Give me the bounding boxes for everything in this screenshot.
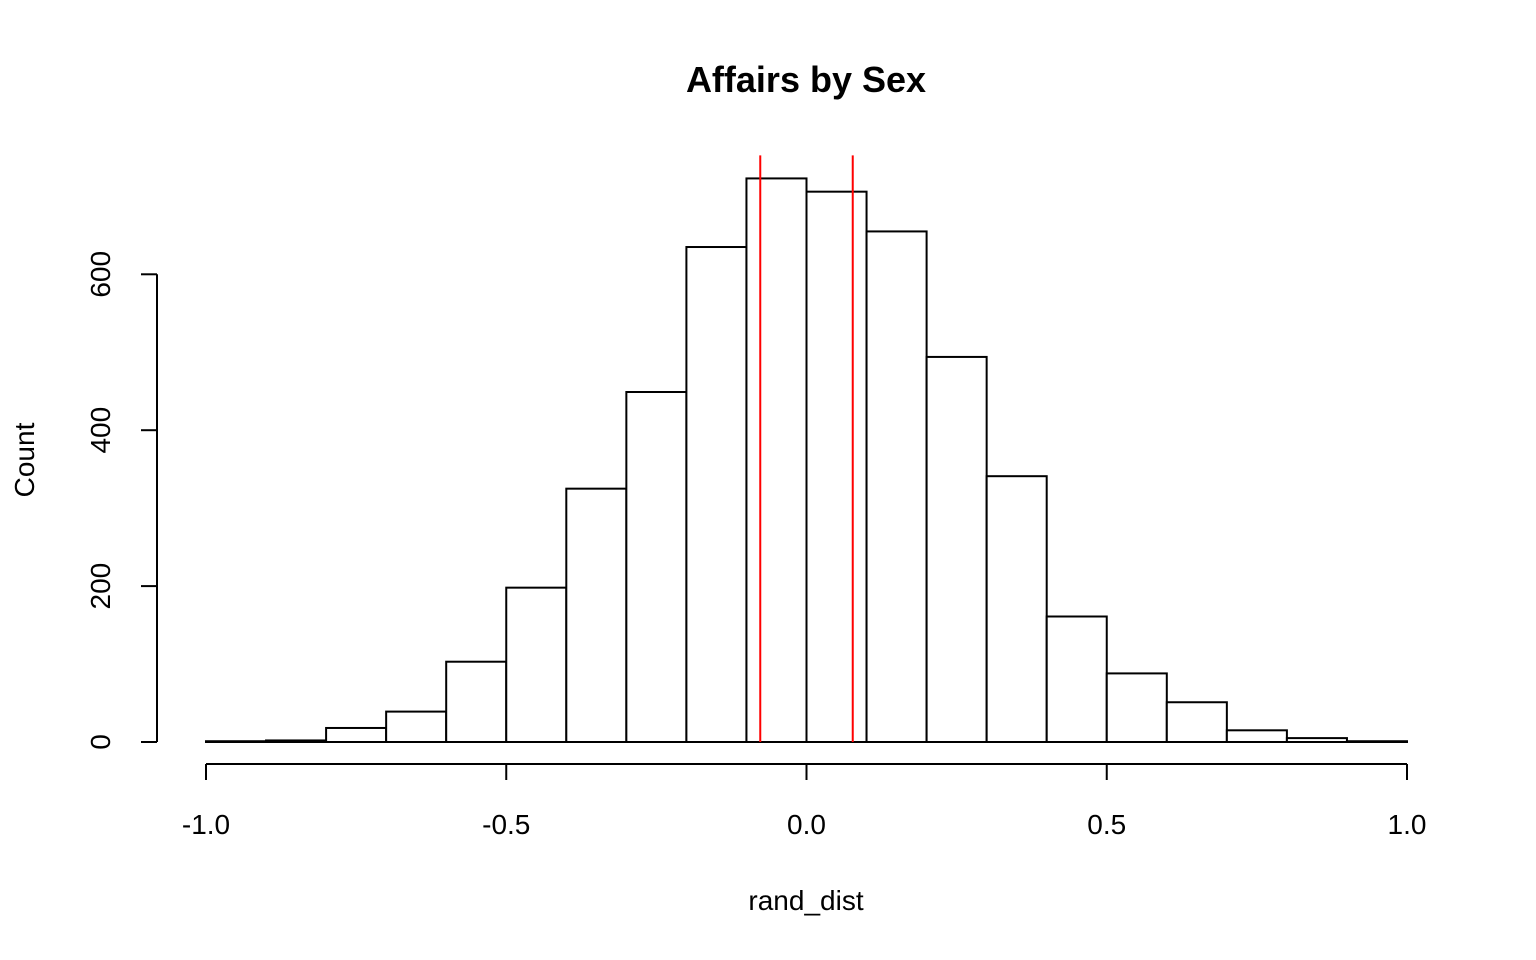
histogram-bar-20 (1345, 740, 1408, 744)
histogram-bar-19 (1285, 737, 1348, 743)
histogram-bar-6 (505, 586, 568, 743)
histogram-bar-1 (205, 740, 268, 744)
reference-lines (759, 155, 854, 742)
histogram-bar-4 (385, 710, 448, 743)
x-axis-label: rand_dist (748, 885, 863, 916)
histogram-bar-15 (1045, 615, 1108, 743)
histogram-bar-2 (265, 739, 328, 743)
y-tick-label: 0 (85, 734, 116, 750)
x-tick-label: 0.0 (787, 809, 826, 840)
histogram-bar-5 (445, 660, 508, 743)
y-axis-label: Count (9, 422, 40, 497)
histogram-bar-7 (565, 487, 628, 743)
histogram-bars (205, 177, 1408, 744)
histogram-bar-9 (685, 246, 748, 744)
x-tick-label: -1.0 (182, 809, 230, 840)
histogram-bar-17 (1165, 701, 1228, 743)
histogram-bar-12 (865, 230, 928, 744)
x-axis: -1.0 -0.5 0.0 0.5 1.0 (182, 763, 1427, 840)
x-tick-label: -0.5 (482, 809, 530, 840)
histogram-bar-14 (985, 475, 1048, 743)
histogram-bar-10 (745, 177, 808, 743)
histogram-bar-13 (925, 355, 988, 743)
y-tick-label: 600 (85, 251, 116, 298)
histogram-bar-3 (325, 726, 388, 743)
histogram-bar-8 (625, 391, 688, 743)
y-tick-label: 400 (85, 407, 116, 454)
histogram-bar-16 (1105, 672, 1168, 743)
chart-title: Affairs by Sex (686, 59, 926, 100)
x-tick-label: 0.5 (1087, 809, 1126, 840)
histogram-bar-18 (1225, 729, 1288, 743)
histogram-bar-11 (805, 190, 868, 744)
y-tick-label: 200 (85, 563, 116, 610)
y-axis: 0 200 400 600 (85, 251, 158, 750)
x-tick-label: 1.0 (1388, 809, 1427, 840)
